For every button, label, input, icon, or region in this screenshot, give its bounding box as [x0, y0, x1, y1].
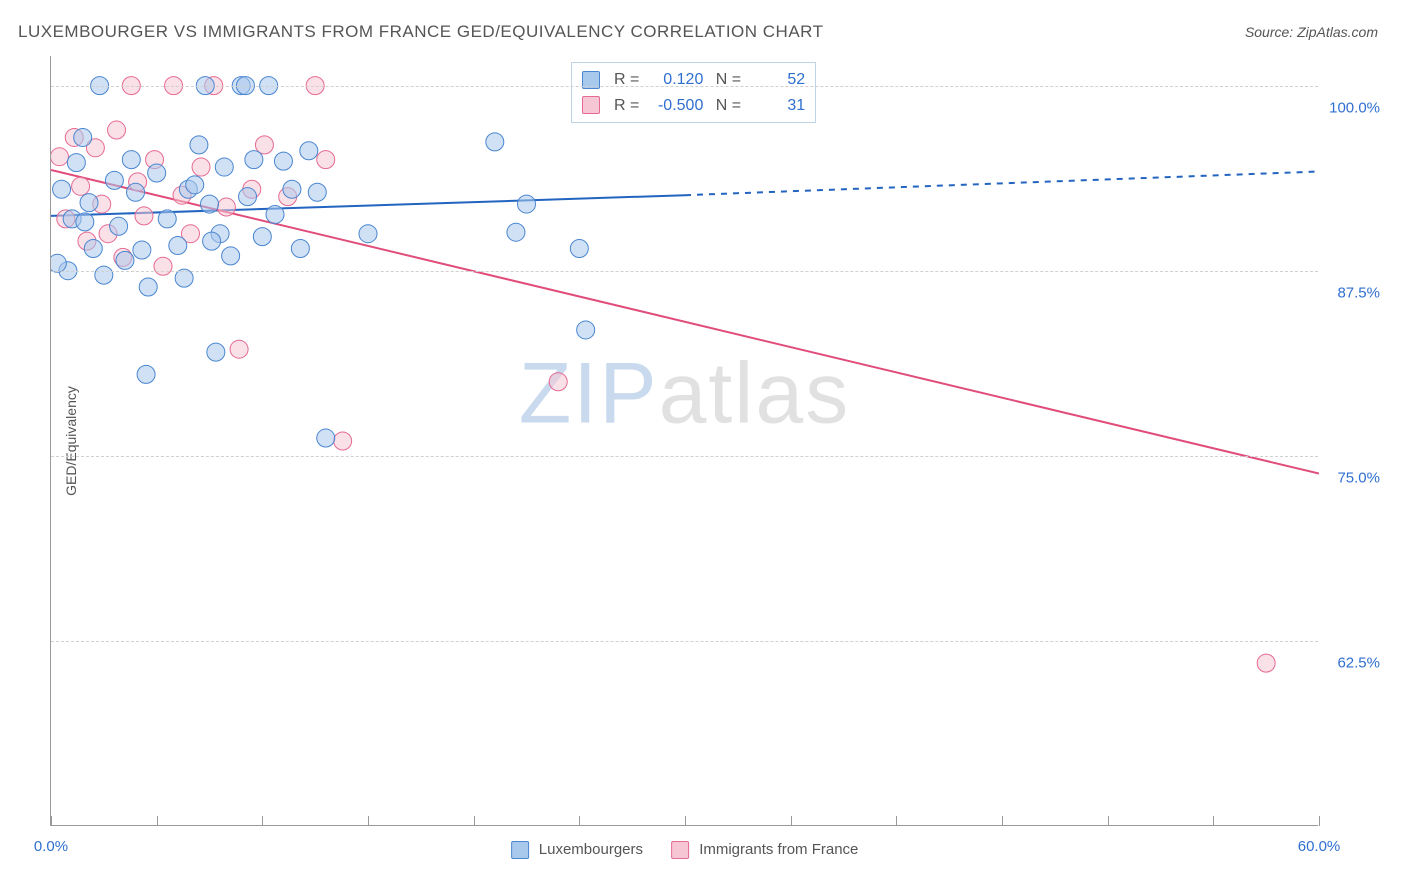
- x-tick-label: 60.0%: [1298, 838, 1341, 855]
- legend-bottom: Luxembourgers Immigrants from France: [511, 841, 859, 859]
- x-tick: [1108, 816, 1109, 826]
- gridline-h: [51, 271, 1318, 272]
- x-tick: [51, 816, 52, 826]
- x-tick: [157, 816, 158, 826]
- stats-row-blue: R =0.120 N =52: [582, 67, 805, 93]
- x-tick: [1002, 816, 1003, 826]
- scatter-points-layer: [51, 56, 1319, 826]
- x-tick: [262, 816, 263, 826]
- swatch-blue-icon: [511, 841, 529, 859]
- trend-lines-layer: [51, 56, 1319, 826]
- x-tick: [474, 816, 475, 826]
- y-tick-label: 87.5%: [1337, 284, 1380, 301]
- x-tick: [368, 816, 369, 826]
- x-tick: [791, 816, 792, 826]
- chart-area: GED/Equivalency ZIPatlas R =0.120 N =52 …: [50, 56, 1380, 826]
- x-tick: [1319, 816, 1320, 826]
- chart-title: LUXEMBOURGER VS IMMIGRANTS FROM FRANCE G…: [18, 22, 824, 42]
- y-tick-label: 62.5%: [1337, 654, 1380, 671]
- source-label: Source: ZipAtlas.com: [1245, 24, 1378, 40]
- x-tick: [1213, 816, 1214, 826]
- swatch-pink-icon: [671, 841, 689, 859]
- plot-region: ZIPatlas R =0.120 N =52 R =-0.500 N =31 …: [50, 56, 1318, 826]
- legend-item-blue: Luxembourgers: [511, 841, 643, 859]
- gridline-h: [51, 86, 1318, 87]
- legend-blue-label: Luxembourgers: [539, 841, 643, 858]
- y-tick-label: 75.0%: [1337, 469, 1380, 486]
- x-tick: [685, 816, 686, 826]
- legend-item-pink: Immigrants from France: [671, 841, 858, 859]
- gridline-h: [51, 456, 1318, 457]
- x-tick: [579, 816, 580, 826]
- x-tick-label: 0.0%: [34, 838, 68, 855]
- gridline-h: [51, 641, 1318, 642]
- stats-legend-box: R =0.120 N =52 R =-0.500 N =31: [571, 62, 816, 123]
- legend-pink-label: Immigrants from France: [699, 841, 858, 858]
- y-tick-label: 100.0%: [1329, 99, 1380, 116]
- x-tick: [896, 816, 897, 826]
- watermark: ZIPatlas: [519, 345, 850, 444]
- stats-row-pink: R =-0.500 N =31: [582, 93, 805, 119]
- swatch-pink-icon: [582, 96, 600, 114]
